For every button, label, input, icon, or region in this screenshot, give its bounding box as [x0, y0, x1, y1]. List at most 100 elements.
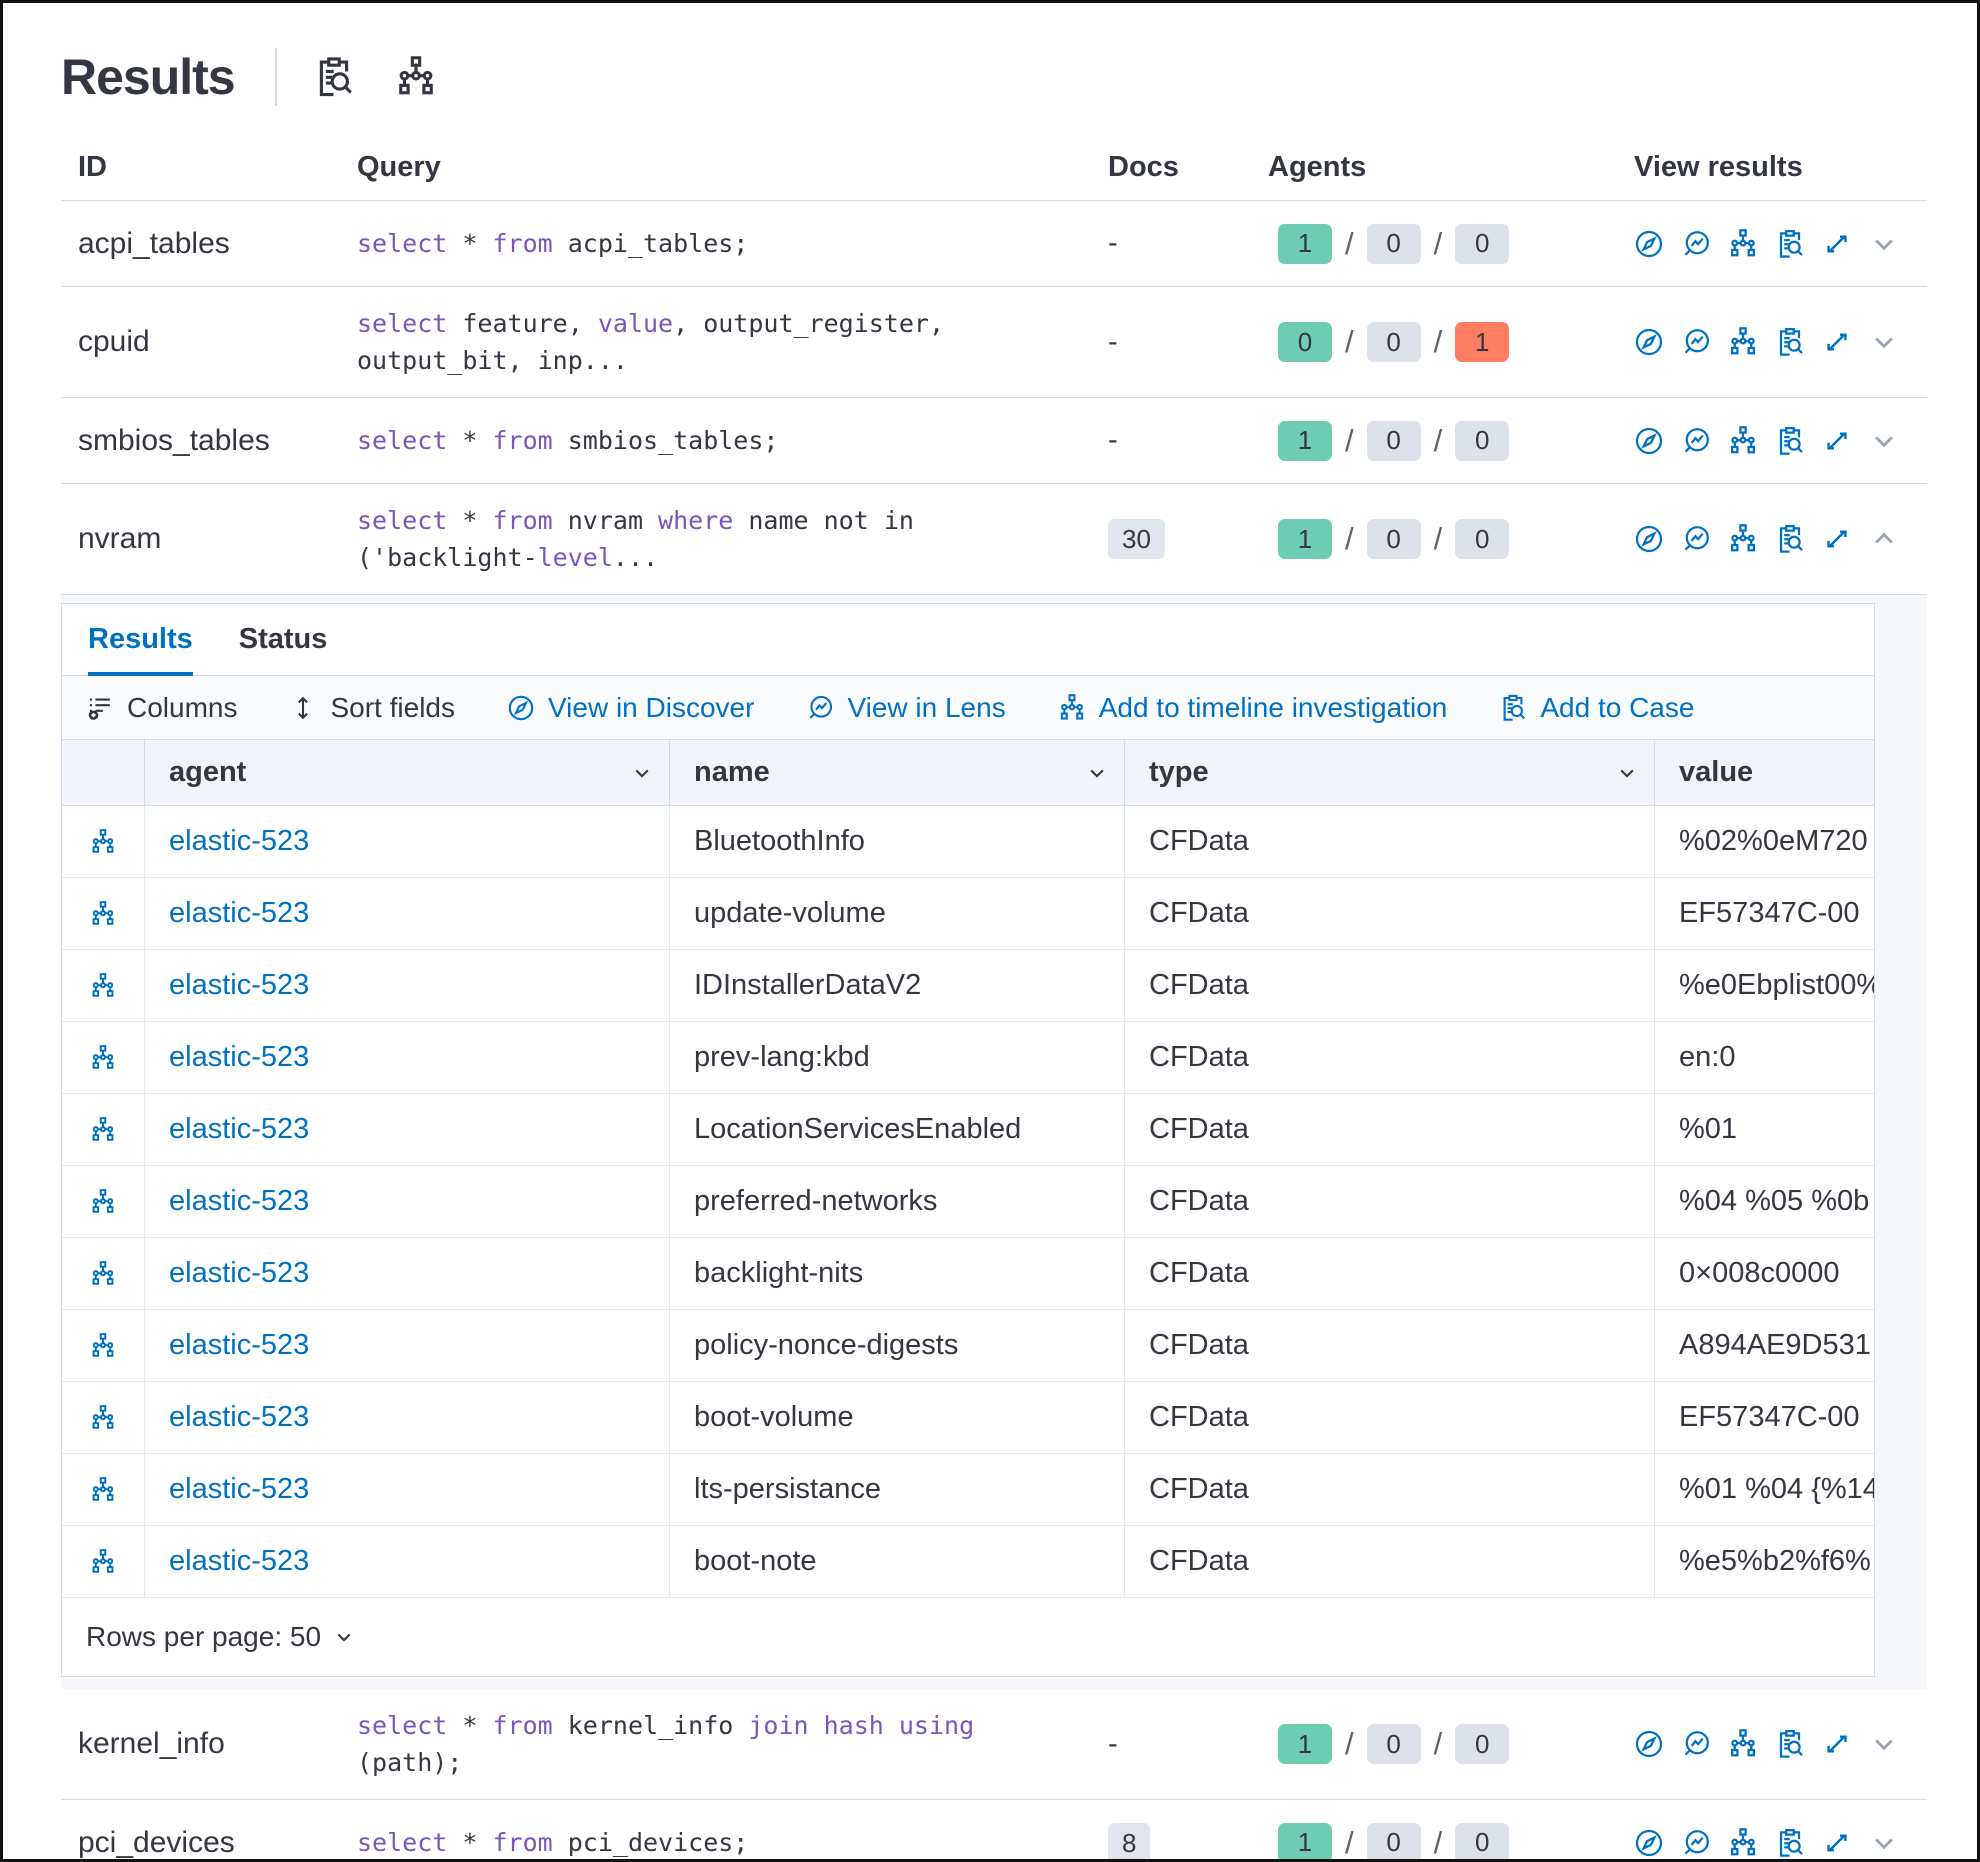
toolbar-columns[interactable]: Columns: [86, 692, 237, 724]
sitemap-button[interactable]: [395, 56, 437, 98]
lens-icon: [1681, 229, 1711, 259]
rows-per-page-button[interactable]: Rows per page: 50: [86, 1621, 355, 1653]
expand-action-button[interactable]: [1822, 327, 1852, 357]
compass-action-button[interactable]: [1634, 327, 1664, 357]
toolbar-add-to-case[interactable]: Add to Case: [1499, 692, 1694, 724]
badge-separator: /: [1345, 225, 1354, 261]
agent-link[interactable]: elastic-523: [169, 825, 310, 857]
docs-cell: -: [1096, 424, 1256, 457]
sitemap-icon: [395, 56, 437, 98]
compass-icon: [1634, 229, 1664, 259]
title-divider: [274, 48, 277, 106]
expand-action-button[interactable]: [1822, 524, 1852, 554]
agent-link[interactable]: elastic-523: [169, 1473, 310, 1505]
toolbar-view-in-discover[interactable]: View in Discover: [507, 692, 754, 724]
row-expand-button[interactable]: [90, 1332, 116, 1359]
view-results-actions: [1624, 524, 1933, 554]
lens-action-button[interactable]: [1681, 524, 1711, 554]
expand-row-button[interactable]: [1869, 327, 1899, 357]
clipboard-search-action-button[interactable]: [1775, 229, 1805, 259]
sitemap-action-button[interactable]: [1728, 228, 1758, 259]
toolbar-sort-fields[interactable]: Sort fields: [289, 692, 455, 724]
lens-action-button[interactable]: [1681, 229, 1711, 259]
lens-action-button[interactable]: [1681, 1828, 1711, 1858]
chevron-down-icon[interactable]: [1616, 762, 1638, 784]
lens-action-button[interactable]: [1681, 1729, 1711, 1759]
sitemap-action-button[interactable]: [1728, 425, 1758, 456]
chevron-down-icon[interactable]: [631, 762, 653, 784]
row-expand-button[interactable]: [90, 1188, 116, 1215]
grid-header-agent[interactable]: agent: [144, 740, 669, 806]
expand-row-button[interactable]: [1869, 524, 1899, 554]
expand-row-button[interactable]: [1869, 229, 1899, 259]
grid-header-name[interactable]: name: [669, 740, 1124, 806]
row-expand-button[interactable]: [90, 828, 116, 855]
sitemap-action-button[interactable]: [1728, 524, 1758, 554]
cell-name: backlight-nits: [669, 1238, 1124, 1310]
expand-action-button[interactable]: [1822, 229, 1852, 259]
row-expand-button[interactable]: [90, 1260, 116, 1287]
lens-action-button[interactable]: [1681, 426, 1711, 456]
clipboard-search-action-button[interactable]: [1775, 327, 1805, 357]
agent-link[interactable]: elastic-523: [169, 969, 310, 1001]
lens-action-button[interactable]: [1681, 327, 1711, 357]
row-actions: [62, 1454, 144, 1526]
clipboard-search-action-button[interactable]: [1775, 1729, 1805, 1759]
row-expand-button[interactable]: [90, 972, 116, 999]
row-expand-button[interactable]: [90, 1116, 116, 1143]
agent-link[interactable]: elastic-523: [169, 1257, 310, 1289]
expand-action-button[interactable]: [1822, 426, 1852, 456]
cell-agent: elastic-523: [144, 1382, 669, 1454]
toolbar-view-in-lens[interactable]: View in Lens: [806, 692, 1006, 724]
clipboard-search-action-button[interactable]: [1775, 524, 1805, 554]
docs-cell: -: [1096, 227, 1256, 260]
clipboard-search-button[interactable]: [313, 56, 355, 98]
agent-link[interactable]: elastic-523: [169, 1041, 310, 1073]
clipboard-search-icon: [1775, 229, 1805, 259]
row-actions: [62, 1022, 144, 1094]
tab-status[interactable]: Status: [238, 623, 328, 655]
tab-results[interactable]: Results: [88, 604, 193, 676]
expand-row-button[interactable]: [1869, 1828, 1899, 1858]
cell-name: BluetoothInfo: [669, 806, 1124, 878]
compass-action-button[interactable]: [1634, 426, 1664, 456]
agent-link[interactable]: elastic-523: [169, 1185, 310, 1217]
agent-link[interactable]: elastic-523: [169, 1113, 310, 1145]
chevron-down-icon[interactable]: [1086, 762, 1108, 784]
toolbar-add-to-timeline-investigation[interactable]: Add to timeline investigation: [1058, 692, 1447, 724]
agent-count-badge: 0: [1366, 420, 1421, 461]
row-expand-button[interactable]: [90, 1404, 116, 1431]
agent-link[interactable]: elastic-523: [169, 1329, 310, 1361]
clipboard-search-action-button[interactable]: [1775, 1828, 1805, 1858]
expand-row-button[interactable]: [1869, 1729, 1899, 1759]
compass-action-button[interactable]: [1634, 1828, 1664, 1858]
view-results-actions: [1624, 1729, 1933, 1759]
expand-action-button[interactable]: [1822, 1828, 1852, 1858]
compass-action-button[interactable]: [1634, 1729, 1664, 1759]
sitemap-icon: [90, 1404, 116, 1431]
cell-type: CFData: [1124, 878, 1654, 950]
expand-action-button[interactable]: [1822, 1729, 1852, 1759]
clipboard-search-action-button[interactable]: [1775, 426, 1805, 456]
row-expand-button[interactable]: [90, 1476, 116, 1503]
expand-row-button[interactable]: [1869, 426, 1899, 456]
sitemap-action-button[interactable]: [1728, 327, 1758, 357]
lens-icon: [1681, 1729, 1711, 1759]
compass-action-button[interactable]: [1634, 524, 1664, 554]
grid-header-value[interactable]: value: [1654, 740, 1874, 806]
agent-link[interactable]: elastic-523: [169, 1545, 310, 1577]
compass-action-button[interactable]: [1634, 229, 1664, 259]
cell-name: boot-note: [669, 1526, 1124, 1598]
sitemap-action-button[interactable]: [1728, 1827, 1758, 1858]
docs-cell: 30: [1096, 519, 1256, 559]
docs-count: -: [1108, 424, 1118, 456]
row-expand-button[interactable]: [90, 1548, 116, 1575]
agent-link[interactable]: elastic-523: [169, 1401, 310, 1433]
row-expand-button[interactable]: [90, 900, 116, 927]
row-expand-button[interactable]: [90, 1044, 116, 1071]
docs-cell: -: [1096, 326, 1256, 359]
sitemap-action-button[interactable]: [1728, 1729, 1758, 1759]
grid-header-type[interactable]: type: [1124, 740, 1654, 806]
agent-link[interactable]: elastic-523: [169, 897, 310, 929]
